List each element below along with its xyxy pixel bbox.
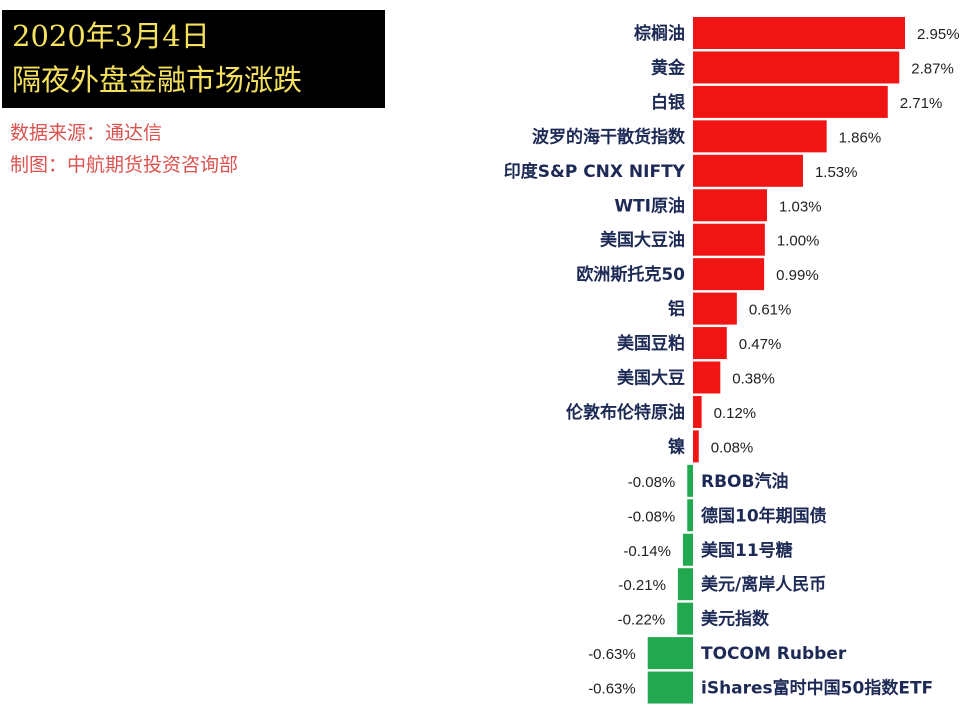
value-label-17: -0.22% xyxy=(618,612,666,629)
chart-main-title: 隔夜外盘金融市场涨跌 xyxy=(12,63,303,97)
category-label-3: 波罗的海干散货指数 xyxy=(532,126,686,147)
value-label-2: 2.71% xyxy=(900,95,943,112)
bar-9 xyxy=(693,327,727,360)
category-label-7: 欧洲斯托克50 xyxy=(576,264,685,285)
category-label-1: 黄金 xyxy=(651,57,686,78)
value-label-1: 2.87% xyxy=(911,60,954,77)
category-label-5: WTI原油 xyxy=(614,195,685,216)
bar-2 xyxy=(693,85,888,118)
category-label-0: 棕榈油 xyxy=(634,23,685,44)
category-label-15: 美国11号糖 xyxy=(701,540,793,561)
value-label-8: 0.61% xyxy=(749,302,792,319)
category-label-10: 美国大豆 xyxy=(617,368,685,389)
category-label-18: TOCOM Rubber xyxy=(701,644,847,664)
bar-16 xyxy=(677,568,693,601)
bar-17 xyxy=(677,602,693,635)
value-label-14: -0.08% xyxy=(628,508,676,525)
bar-13 xyxy=(687,464,693,497)
category-label-13: RBOB汽油 xyxy=(701,471,788,492)
title-box: 2020年3月4日 隔夜外盘金融市场涨跌 xyxy=(2,10,385,108)
bar-8 xyxy=(693,292,737,325)
category-label-14: 德国10年期国债 xyxy=(701,505,827,526)
producer-note: 制图：中航期货投资咨询部 xyxy=(10,154,239,176)
value-label-4: 1.53% xyxy=(815,164,858,181)
value-label-11: 0.12% xyxy=(714,405,757,422)
value-label-12: 0.08% xyxy=(711,439,754,456)
category-label-6: 美国大豆油 xyxy=(600,230,685,251)
bar-11 xyxy=(693,395,702,428)
bar-15 xyxy=(682,533,693,566)
value-label-10: 0.38% xyxy=(732,371,775,388)
data-source-note: 数据来源：通达信 xyxy=(10,122,163,144)
category-label-8: 铝 xyxy=(668,299,685,320)
bar-18 xyxy=(647,637,693,670)
category-label-2: 白银 xyxy=(651,92,686,113)
value-label-7: 0.99% xyxy=(776,267,819,284)
bar-4 xyxy=(693,154,803,187)
value-label-13: -0.08% xyxy=(628,474,676,491)
value-label-6: 1.00% xyxy=(777,233,820,250)
bar-12 xyxy=(693,430,699,463)
value-label-16: -0.21% xyxy=(618,577,666,594)
value-label-18: -0.63% xyxy=(588,646,636,663)
value-label-9: 0.47% xyxy=(739,336,782,353)
bar-3 xyxy=(693,120,827,153)
value-label-0: 2.95% xyxy=(917,26,960,43)
category-label-16: 美元/离岸人民币 xyxy=(701,574,826,595)
category-label-9: 美国豆粕 xyxy=(617,333,685,354)
value-label-19: -0.63% xyxy=(588,681,636,698)
category-label-19: iShares富时中国50指数ETF xyxy=(701,678,933,699)
bar-0 xyxy=(693,17,905,49)
category-label-4: 印度S&P CNX NIFTY xyxy=(504,161,686,182)
bar-5 xyxy=(693,189,768,222)
category-label-17: 美元指数 xyxy=(701,609,770,630)
bar-6 xyxy=(693,223,765,256)
chart-date-title: 2020年3月4日 xyxy=(12,19,210,53)
value-label-15: -0.14% xyxy=(623,543,671,560)
bar-1 xyxy=(693,51,900,84)
category-label-12: 镍 xyxy=(668,436,685,457)
bar-7 xyxy=(693,258,765,291)
bar-19 xyxy=(647,671,693,704)
category-label-11: 伦敦布伦特原油 xyxy=(566,402,685,423)
bar-14 xyxy=(687,499,693,532)
bar-10 xyxy=(693,361,721,394)
value-label-5: 1.03% xyxy=(779,198,822,215)
value-label-3: 1.86% xyxy=(839,129,882,146)
